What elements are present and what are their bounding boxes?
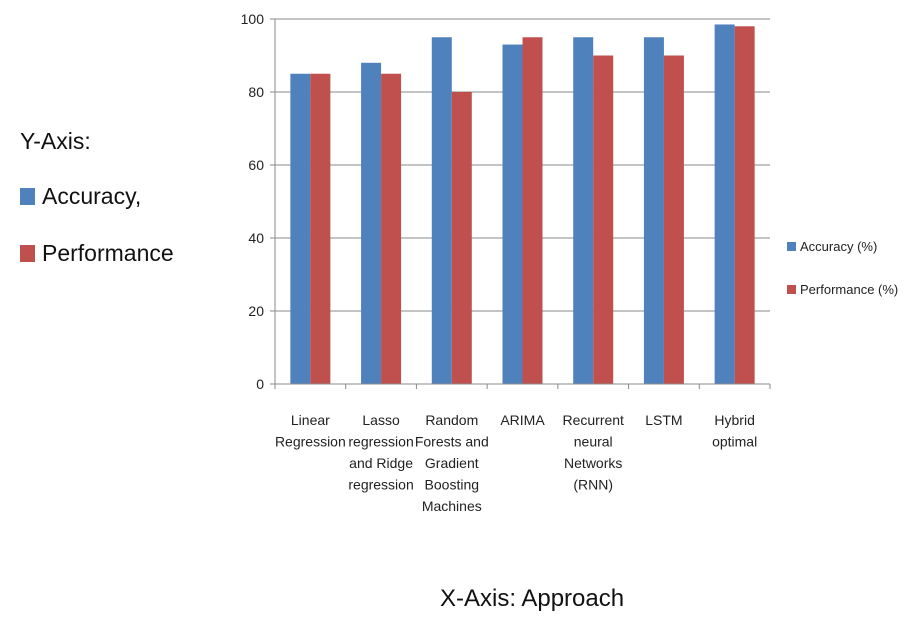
accuracy-bar [643, 37, 664, 384]
performance-bar [522, 37, 543, 384]
performance-bar [381, 73, 402, 384]
y-tick-label: 40 [248, 230, 264, 246]
x-tick-label-line: and Ridge [349, 455, 413, 471]
y-tick-label: 0 [256, 376, 264, 392]
accuracy-bar [573, 37, 594, 384]
y-tick-label: 100 [241, 11, 265, 27]
performance-bar [310, 73, 331, 384]
performance-bar [451, 92, 472, 384]
x-tick-label-line: Lasso [362, 412, 400, 428]
y-axis-note-label-performance: Performance [42, 239, 174, 266]
y-axis-note-title: Y-Axis: [20, 128, 91, 154]
y-axis-note-item-accuracy: Accuracy, [20, 181, 174, 211]
y-tick-label: 60 [248, 157, 264, 173]
performance-swatch [20, 244, 35, 262]
x-tick-label-line: neural [574, 434, 613, 450]
y-tick-label: 80 [248, 84, 264, 100]
x-tick-label: LSTM [645, 412, 682, 428]
x-tick-label-line: Regression [275, 434, 346, 450]
x-axis-caption: X-Axis: Approach [440, 585, 625, 612]
accuracy-bar [502, 44, 523, 385]
x-tick-label-line: Recurrent [562, 412, 624, 428]
x-tick-label-line: Hybrid [714, 412, 754, 428]
x-tick-label-line: LSTM [645, 412, 682, 428]
x-tick-label: Lasso regression and Ridge regression [348, 412, 413, 493]
performance-bar [734, 26, 755, 385]
accuracy-bar [361, 62, 382, 385]
accuracy-legend-label: Accuracy (%) [800, 239, 877, 254]
accuracy-bar [714, 24, 735, 384]
accuracy-legend-swatch [787, 242, 796, 251]
x-tick-label-line: optimal [712, 434, 757, 450]
x-tick-label-line: Machines [422, 498, 482, 514]
y-tick-label: 20 [248, 303, 264, 319]
performance-legend-swatch [787, 285, 796, 294]
x-tick-label: Random Forests and Gradient Boosting Machine… [415, 412, 489, 514]
x-tick-label-line: regression [348, 477, 413, 493]
y-axis-note: Y-Axis: Accuracy, Performance [20, 128, 174, 295]
y-axis-note-item-performance: Performance [20, 238, 174, 268]
bars [290, 24, 755, 385]
y-tick-labels: 0 20 40 60 80 100 [241, 11, 265, 392]
x-tick-label-line: Gradient [425, 455, 479, 471]
x-tick-label-line: Linear [291, 412, 330, 428]
legend: Accuracy (%) Performance (%) [787, 239, 898, 297]
x-tick-label-line: (RNN) [573, 477, 613, 493]
x-tick-label: Linear Regression [275, 412, 346, 450]
performance-bar [663, 55, 684, 384]
x-tick-label: ARIMA [500, 412, 545, 428]
x-tick-label-line: Random [425, 412, 478, 428]
performance-legend-label: Performance (%) [800, 282, 898, 297]
accuracy-bar [290, 73, 311, 384]
accuracy-bar [431, 37, 452, 384]
x-tick-label: Hybrid optimal [712, 412, 757, 450]
axes [270, 18, 771, 389]
accuracy-swatch [20, 187, 35, 205]
x-tick-label-line: Forests and [415, 434, 489, 450]
x-tick-label-line: ARIMA [500, 412, 545, 428]
x-tick-label-line: Networks [564, 455, 622, 471]
y-axis-note-label-accuracy: Accuracy, [42, 182, 142, 209]
x-tick-labels: Linear Regression Lasso regression and Ridge… [275, 412, 757, 514]
x-tick-label-line: regression [348, 434, 413, 450]
x-tick-label: Recurrent neural Networks (RNN) [562, 412, 624, 493]
performance-bar [593, 55, 614, 384]
x-tick-label-line: Boosting [425, 477, 479, 493]
